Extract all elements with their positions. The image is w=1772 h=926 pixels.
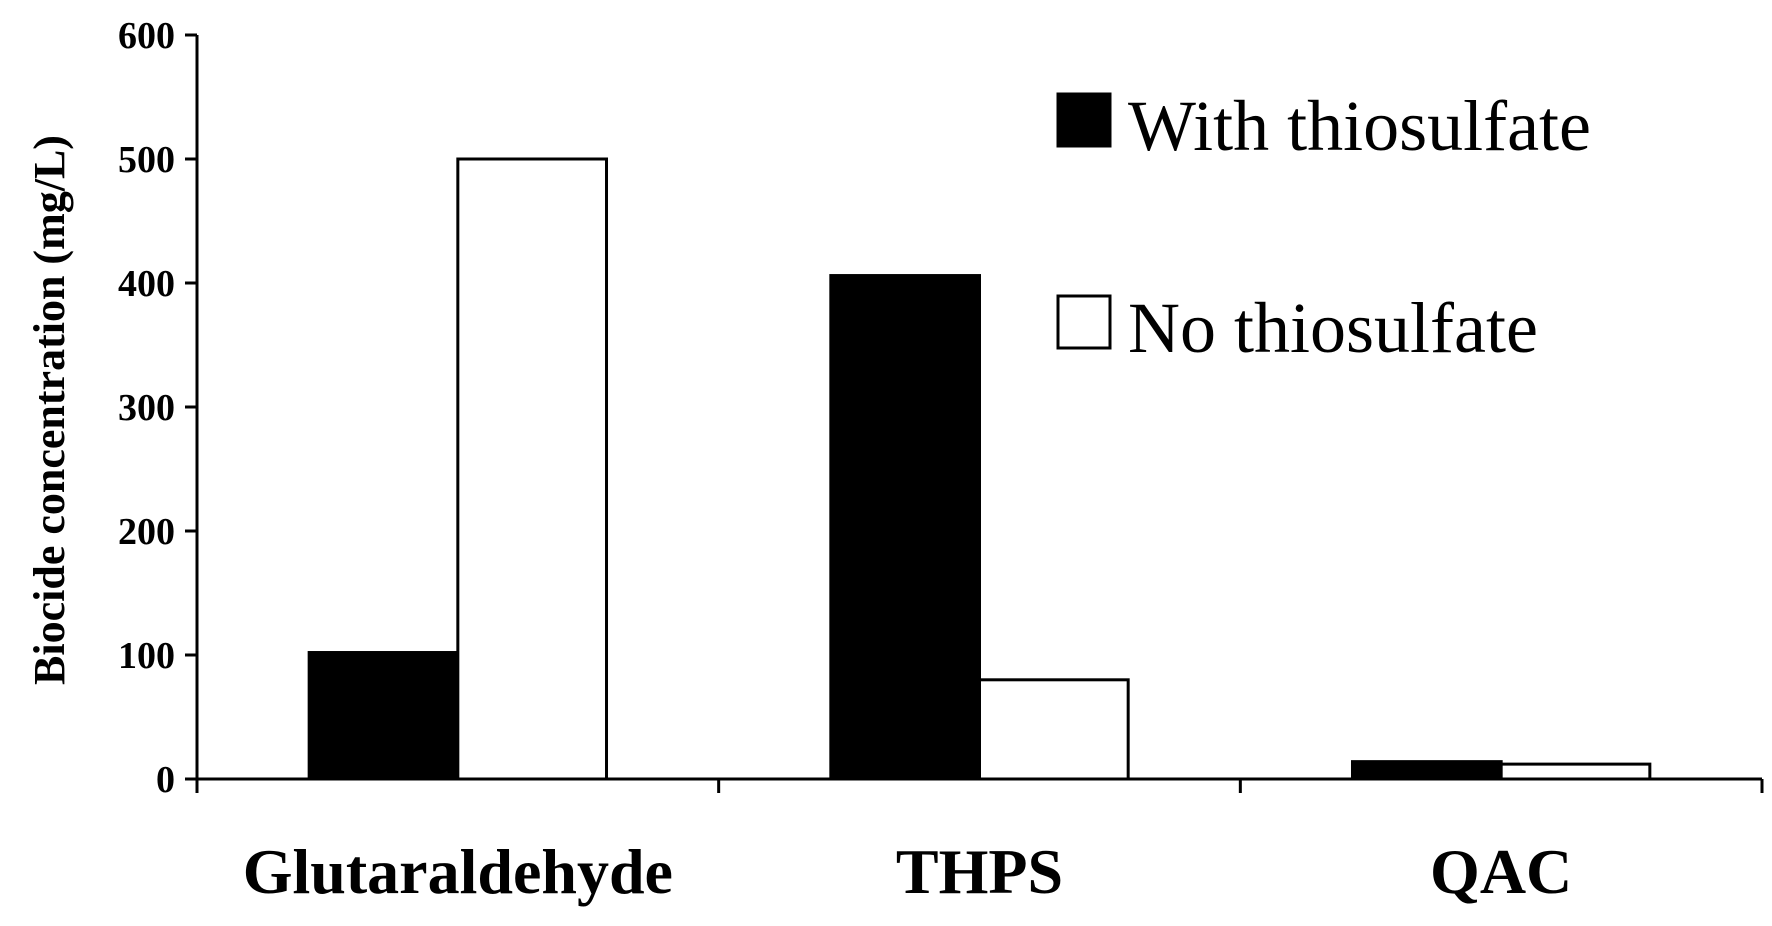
x-tick-label: THPS <box>896 836 1063 907</box>
bar-no-thiosulfate <box>456 157 609 781</box>
x-tick-label: Glutaraldehyde <box>243 836 673 907</box>
bar-with-thiosulfate <box>307 651 460 781</box>
y-tick-label: 100 <box>118 635 175 677</box>
x-axis-ticks: Glutaraldehyde THPS QAC <box>195 779 1764 907</box>
bar-with-thiosulfate <box>1350 760 1503 781</box>
legend-swatch <box>1056 294 1112 350</box>
x-tick-label: QAC <box>1430 836 1572 907</box>
bar-no-thiosulfate <box>978 678 1130 781</box>
legend-swatch <box>1056 92 1112 148</box>
bars <box>307 157 1652 781</box>
bar-with-thiosulfate <box>829 274 982 781</box>
legend-label: No thiosulfate <box>1128 288 1538 368</box>
y-tick-label: 200 <box>118 511 175 553</box>
y-axis-title: Biocide concentration (mg/L) <box>25 135 74 685</box>
legend: With thiosulfate No thiosulfate <box>1056 86 1591 368</box>
y-axis-ticks: 0 100 200 300 400 500 600 <box>118 15 197 801</box>
y-tick-label: 500 <box>118 139 175 181</box>
legend-label: With thiosulfate <box>1128 86 1591 166</box>
bar-no-thiosulfate <box>1499 762 1652 781</box>
y-tick-label: 600 <box>118 15 175 57</box>
y-tick-label: 400 <box>118 263 175 305</box>
y-tick-label: 300 <box>118 387 175 429</box>
y-tick-label: 0 <box>156 759 175 801</box>
